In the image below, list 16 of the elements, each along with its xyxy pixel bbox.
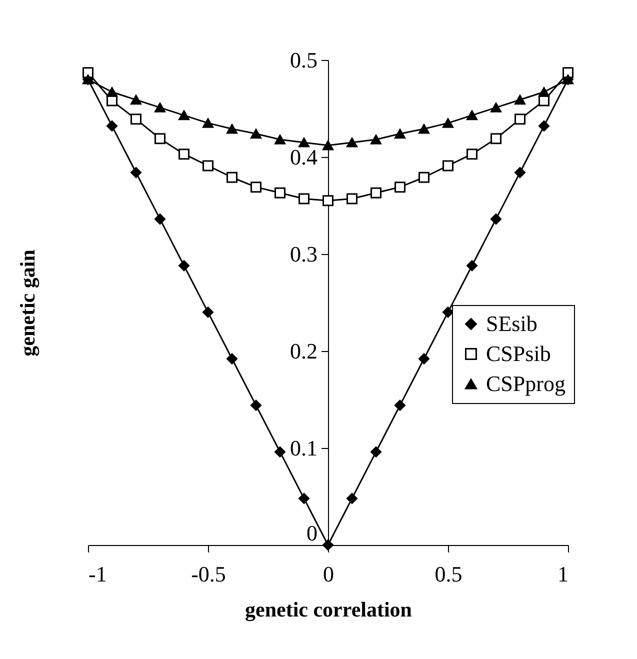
y-tick-label: 0.1 bbox=[290, 436, 318, 460]
y-axis-title: genetic gain bbox=[16, 249, 40, 356]
x-tick-label: -0.5 bbox=[191, 562, 226, 586]
y-tick-label: 0 bbox=[306, 520, 318, 546]
x-tick-label: 0 bbox=[323, 562, 334, 586]
y-tick-label: 0.5 bbox=[290, 48, 318, 72]
legend-label: CSPsib bbox=[486, 341, 551, 366]
legend-label: CSPprog bbox=[486, 371, 566, 396]
legend-label: SEsib bbox=[486, 311, 538, 336]
x-tick-label: -1 bbox=[88, 562, 107, 586]
y-tick-label: 0.3 bbox=[290, 242, 318, 266]
x-tick-label: 1 bbox=[558, 562, 568, 586]
y-tick-label: 0.2 bbox=[290, 338, 318, 364]
x-tick-label: 0.5 bbox=[434, 562, 462, 586]
y-tick-label: 0.4 bbox=[290, 144, 318, 170]
x-axis-title: genetic correlation bbox=[245, 598, 412, 622]
